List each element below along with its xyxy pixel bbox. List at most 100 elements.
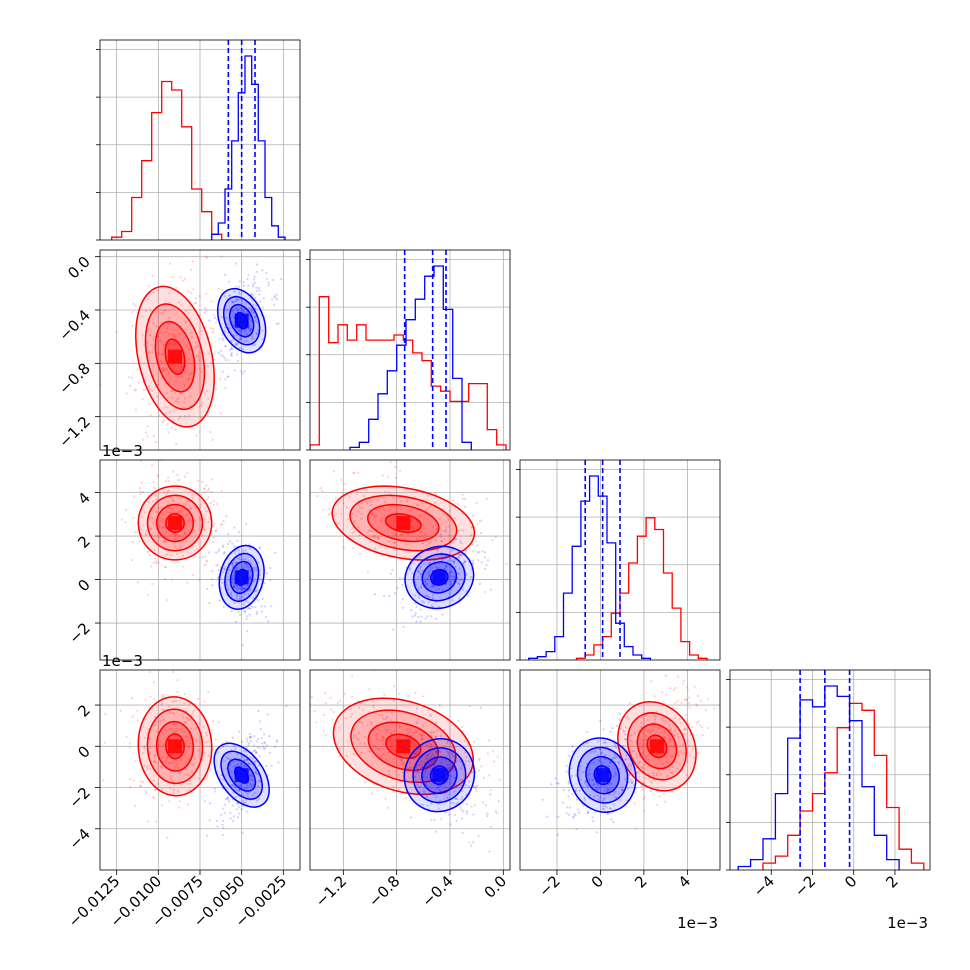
scatter-point — [441, 522, 444, 526]
scatter-point — [184, 720, 187, 724]
scatter-point — [673, 729, 676, 733]
scatter-point — [460, 578, 463, 581]
scatter-point — [596, 788, 599, 791]
scatter-point — [160, 804, 164, 807]
scatter-point — [486, 559, 490, 562]
scatter-point — [235, 584, 238, 587]
scatter-point — [129, 384, 132, 388]
scatter-point — [683, 728, 686, 731]
scatter-point — [279, 277, 283, 281]
scatter-point — [264, 764, 268, 767]
scatter-point — [230, 345, 233, 348]
scatter-point — [671, 755, 674, 758]
scatter-point — [388, 540, 391, 543]
scatter-point — [589, 751, 592, 754]
scatter-point — [413, 752, 417, 755]
scatter-point — [419, 565, 422, 569]
scatter-point — [131, 310, 134, 314]
scatter-point — [452, 575, 455, 578]
scatter-point — [173, 723, 176, 726]
scatter-point — [159, 339, 162, 342]
scatter-point — [191, 712, 195, 715]
scatter-point — [183, 665, 185, 667]
scatter-point — [237, 587, 240, 590]
scatter-point — [236, 308, 240, 311]
scatter-point — [355, 492, 358, 496]
scatter-point — [448, 751, 451, 754]
density-4-2 — [310, 670, 510, 853]
scatter-point — [252, 283, 255, 286]
scatter-point — [212, 358, 216, 361]
scatter-point — [285, 704, 288, 708]
scatter-point — [609, 761, 612, 764]
scatter-point — [198, 295, 201, 298]
scatter-point — [196, 697, 200, 701]
scatter-point — [467, 760, 470, 763]
scatter-point — [441, 758, 444, 761]
scatter-point — [139, 460, 143, 462]
scatter-point — [253, 735, 256, 738]
scatter-point — [237, 298, 240, 301]
scatter-point — [667, 747, 670, 750]
scatter-point — [190, 292, 193, 295]
scatter-point — [225, 767, 228, 770]
scatter-point — [641, 788, 644, 791]
scatter-point — [200, 403, 203, 406]
scatter-point — [169, 301, 172, 304]
scatter-point — [416, 721, 419, 724]
scatter-point — [234, 796, 237, 799]
scatter-point — [430, 615, 433, 618]
scatter-point — [163, 309, 166, 312]
scatter-point — [458, 555, 461, 558]
scatter-point — [242, 347, 245, 350]
scatter-point — [154, 494, 158, 497]
scatter-point — [245, 810, 248, 813]
scatter-point — [242, 310, 245, 314]
scatter-point — [373, 514, 376, 517]
scatter-point — [621, 789, 624, 792]
scatter-point — [635, 740, 638, 743]
scatter-point — [244, 587, 247, 590]
scatter-point — [324, 702, 327, 705]
scatter-point — [389, 732, 393, 735]
scatter-point — [192, 763, 195, 766]
scatter-point — [237, 552, 240, 555]
scatter-point — [209, 430, 212, 434]
scatter-point — [235, 620, 238, 624]
scatter-point — [596, 783, 600, 787]
x-tick-label: 0 — [588, 872, 607, 891]
scatter-point — [383, 500, 386, 504]
scatter-point — [270, 605, 273, 608]
scatter-point — [249, 740, 252, 743]
scatter-point — [489, 825, 493, 829]
scatter-point — [439, 535, 442, 538]
scatter-point — [249, 773, 252, 777]
scatter-point — [336, 701, 339, 705]
scatter-point — [435, 566, 438, 569]
scatter-point — [221, 571, 225, 574]
scatter-point — [244, 584, 248, 587]
y-tick-label: −0.4 — [55, 306, 93, 344]
scatter-point — [236, 353, 239, 356]
scatter-point — [151, 274, 154, 277]
scatter-point — [463, 497, 467, 501]
scatter-point — [133, 389, 136, 392]
scatter-point — [165, 510, 168, 513]
scatter-point — [466, 810, 469, 813]
scatter-point — [151, 338, 155, 341]
scatter-point — [494, 810, 497, 813]
scatter-point — [206, 740, 209, 743]
scatter-point — [240, 331, 243, 334]
scatter-point — [598, 799, 602, 802]
scatter-point — [145, 309, 148, 313]
scatter-point — [145, 792, 148, 795]
scatter-point — [182, 503, 185, 506]
scatter-point — [231, 300, 234, 304]
scatter-point — [451, 599, 454, 602]
scatter-point — [261, 337, 264, 341]
scatter-point — [426, 758, 429, 761]
scatter-point — [221, 807, 225, 810]
scatter-point — [152, 795, 155, 798]
scatter-point — [209, 341, 213, 345]
scatter-point — [605, 806, 608, 809]
